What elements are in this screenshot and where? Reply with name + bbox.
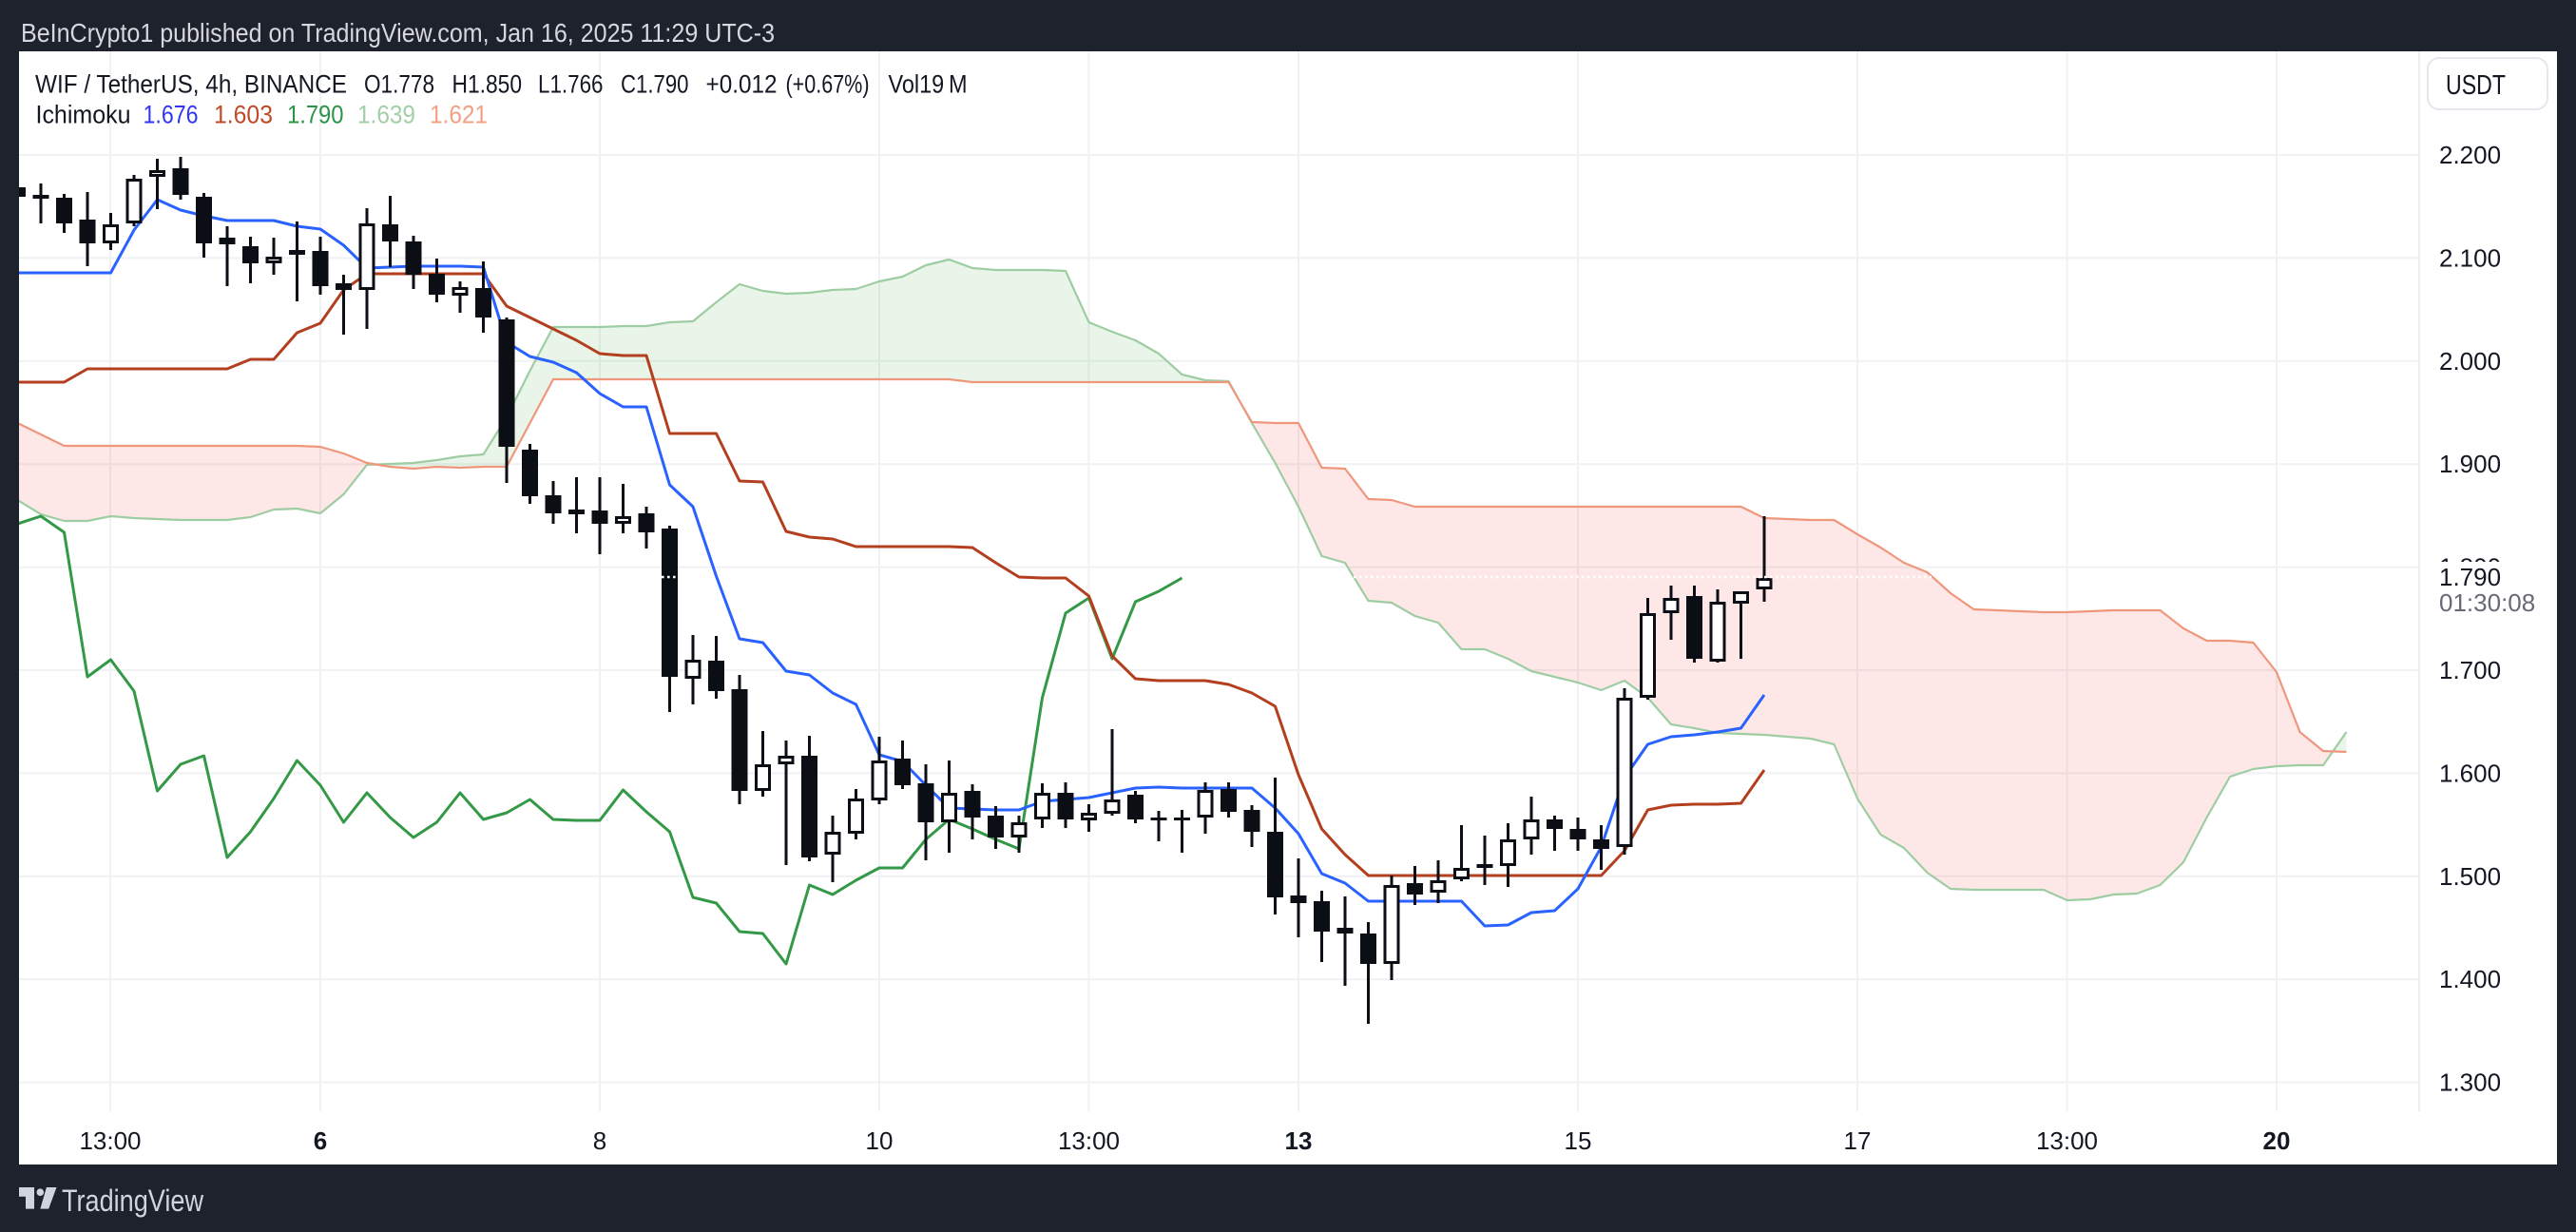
svg-text:6: 6 <box>314 1126 327 1155</box>
svg-text:(+0.67%): (+0.67%) <box>786 70 870 99</box>
svg-text:USDT: USDT <box>2446 70 2506 101</box>
svg-text:TradingView: TradingView <box>62 1184 204 1218</box>
svg-text:Ichimoku: Ichimoku <box>36 101 131 129</box>
svg-text:1.639: 1.639 <box>357 101 415 129</box>
svg-text:O1.778: O1.778 <box>364 70 434 99</box>
svg-text:1.621: 1.621 <box>430 101 488 129</box>
svg-text:1.400: 1.400 <box>2439 965 2501 993</box>
svg-text:17: 17 <box>1844 1126 1872 1155</box>
svg-text:H1.850: H1.850 <box>452 70 523 99</box>
svg-text:1.603: 1.603 <box>214 101 273 129</box>
svg-text:2.100: 2.100 <box>2439 243 2501 272</box>
svg-text:+0.012: +0.012 <box>706 70 778 99</box>
svg-text:1.600: 1.600 <box>2439 759 2501 787</box>
svg-text:1.500: 1.500 <box>2439 862 2501 891</box>
svg-text:15: 15 <box>1565 1126 1592 1155</box>
svg-text:1.676: 1.676 <box>144 101 199 129</box>
svg-text:1.300: 1.300 <box>2439 1068 2501 1097</box>
svg-text:1.790: 1.790 <box>2439 563 2501 591</box>
svg-text:BeInCrypto1 published on Tradi: BeInCrypto1 published on TradingView.com… <box>21 18 775 48</box>
svg-text:Vol19 M: Vol19 M <box>889 70 968 99</box>
svg-text:1.700: 1.700 <box>2439 656 2501 684</box>
svg-text:WIF / TetherUS, 4h, BINANCE: WIF / TetherUS, 4h, BINANCE <box>35 70 347 99</box>
svg-text:13:00: 13:00 <box>79 1126 141 1155</box>
svg-text:13:00: 13:00 <box>1058 1126 1120 1155</box>
svg-text:13:00: 13:00 <box>2036 1126 2098 1155</box>
svg-text:C1.790: C1.790 <box>621 70 689 99</box>
svg-text:20: 20 <box>2263 1126 2291 1155</box>
svg-text:1.790: 1.790 <box>287 101 344 129</box>
svg-text:1.900: 1.900 <box>2439 450 2501 478</box>
svg-text:2.000: 2.000 <box>2439 347 2501 375</box>
svg-text:8: 8 <box>593 1126 606 1155</box>
svg-text:13: 13 <box>1285 1126 1313 1155</box>
svg-text:L1.766: L1.766 <box>538 70 604 99</box>
svg-text:10: 10 <box>866 1126 894 1155</box>
svg-text:01:30:08: 01:30:08 <box>2439 588 2535 617</box>
svg-text:2.200: 2.200 <box>2439 141 2501 169</box>
